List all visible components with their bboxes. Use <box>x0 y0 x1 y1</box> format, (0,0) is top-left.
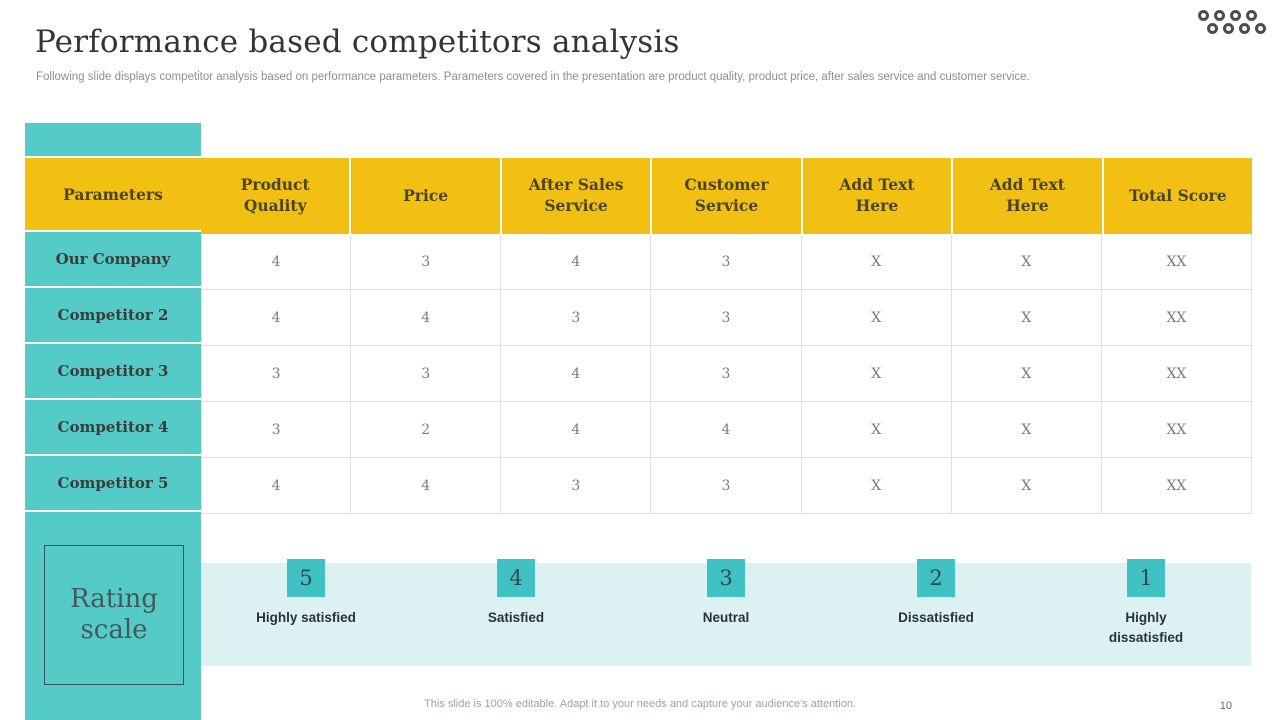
column-header-parameters: Parameters <box>25 158 201 232</box>
column-header-label: Add Text Here <box>839 175 915 215</box>
table-cell: XX <box>1101 234 1252 290</box>
table-cell: 4 <box>351 290 502 346</box>
table-cell: 3 <box>351 234 502 290</box>
rating-scale-title: Rating scale <box>70 583 158 645</box>
rating-label: Satisfied <box>487 610 545 625</box>
rating-scale-strip: 5 Highly satisfied 4 Satisfied 3 Neutral… <box>201 559 1251 666</box>
slide-subtitle: Following slide displays competitor anal… <box>36 71 1030 83</box>
table-cell: 3 <box>651 458 802 514</box>
column-header-label: Total Score <box>1128 185 1227 205</box>
table-cell: 3 <box>201 402 352 458</box>
table-cell: XX <box>1101 402 1252 458</box>
table-cell: 3 <box>651 290 802 346</box>
table-cell: 4 <box>201 458 352 514</box>
eight-rings-logo-icon <box>1198 10 1266 34</box>
rating-item-5: 5 Highly satisfied <box>201 559 411 666</box>
table-cell: X <box>801 346 952 402</box>
table-cell: 4 <box>201 234 352 290</box>
column-header-price: Price <box>351 158 500 234</box>
table-cell: 4 <box>351 458 502 514</box>
page-number: 10 <box>1219 700 1232 712</box>
table-cell: X <box>951 346 1102 402</box>
table-cell: 3 <box>201 346 352 402</box>
table-cell: 4 <box>501 234 652 290</box>
table-body: 4 3 4 3 X X XX 4 4 3 3 X X XX 3 3 4 3 X … <box>201 234 1252 514</box>
column-header-after-sales-service: After Sales Service <box>501 158 651 234</box>
rating-label: Highly dissatisfied <box>1108 610 1184 645</box>
table-cell: X <box>951 234 1102 290</box>
rating-item-1: 1 Highly dissatisfied <box>1041 559 1251 666</box>
rating-score-badge: 1 <box>1127 559 1165 597</box>
rating-label: Dissatisfied <box>898 610 974 625</box>
table-cell: 2 <box>351 402 502 458</box>
row-label-competitor-3: Competitor 3 <box>25 344 201 400</box>
table-cell: 3 <box>501 458 652 514</box>
table-header-row: Product Quality Price After Sales Servic… <box>201 158 1252 234</box>
table-cell: XX <box>1101 290 1252 346</box>
table-cell: 4 <box>501 346 652 402</box>
rating-score-badge: 2 <box>917 559 955 597</box>
table-cell: X <box>801 402 952 458</box>
column-header-label: Product Quality <box>240 175 310 215</box>
rating-scale-box: Rating scale <box>44 545 184 685</box>
rating-item-2: 2 Dissatisfied <box>831 559 1041 666</box>
row-label-competitor-4: Competitor 4 <box>25 400 201 456</box>
column-header-add-text-1: Add Text Here <box>802 158 952 234</box>
teal-cap-block <box>25 123 201 158</box>
table-cell: 4 <box>651 402 802 458</box>
rating-score-badge: 5 <box>287 559 325 597</box>
column-header-label: After Sales Service <box>528 175 624 215</box>
table-cell: XX <box>1101 346 1252 402</box>
column-header-product-quality: Product Quality <box>201 158 350 234</box>
rating-label: Neutral <box>702 610 750 625</box>
table-cell: 3 <box>651 234 802 290</box>
rating-item-3: 3 Neutral <box>621 559 831 666</box>
table-cell: X <box>951 290 1102 346</box>
rating-label: Highly satisfied <box>256 610 356 625</box>
table-cell: 4 <box>501 402 652 458</box>
logo-row-top <box>1198 10 1266 21</box>
table-cell: 4 <box>201 290 352 346</box>
rating-score-badge: 4 <box>497 559 535 597</box>
table-cell: X <box>951 458 1102 514</box>
table-cell: 3 <box>501 290 652 346</box>
row-label-our-company: Our Company <box>25 232 201 288</box>
table-cell: 3 <box>651 346 802 402</box>
table-cell: XX <box>1101 458 1252 514</box>
column-header-label: Add Text Here <box>989 175 1065 215</box>
column-header-customer-service: Customer Service <box>652 158 801 234</box>
table-cell: X <box>801 234 952 290</box>
table-cell: X <box>951 402 1102 458</box>
page-title: Performance based competitors analysis <box>35 24 680 60</box>
column-header-add-text-2: Add Text Here <box>953 158 1102 234</box>
row-label-competitor-5: Competitor 5 <box>25 456 201 512</box>
parameters-column: Parameters Our Company Competitor 2 Comp… <box>25 123 201 720</box>
table-cell: X <box>801 458 952 514</box>
column-header-total-score: Total Score <box>1103 158 1252 234</box>
table-cell: 3 <box>351 346 502 402</box>
column-header-label: Customer Service <box>684 175 769 215</box>
footer-note: This slide is 100% editable. Adapt it to… <box>424 698 856 710</box>
logo-row-bottom <box>1207 23 1266 34</box>
column-header-label: Price <box>403 185 449 205</box>
row-label-competitor-2: Competitor 2 <box>25 288 201 344</box>
rating-score-badge: 3 <box>707 559 745 597</box>
rating-item-4: 4 Satisfied <box>411 559 621 666</box>
table-cell: X <box>801 290 952 346</box>
